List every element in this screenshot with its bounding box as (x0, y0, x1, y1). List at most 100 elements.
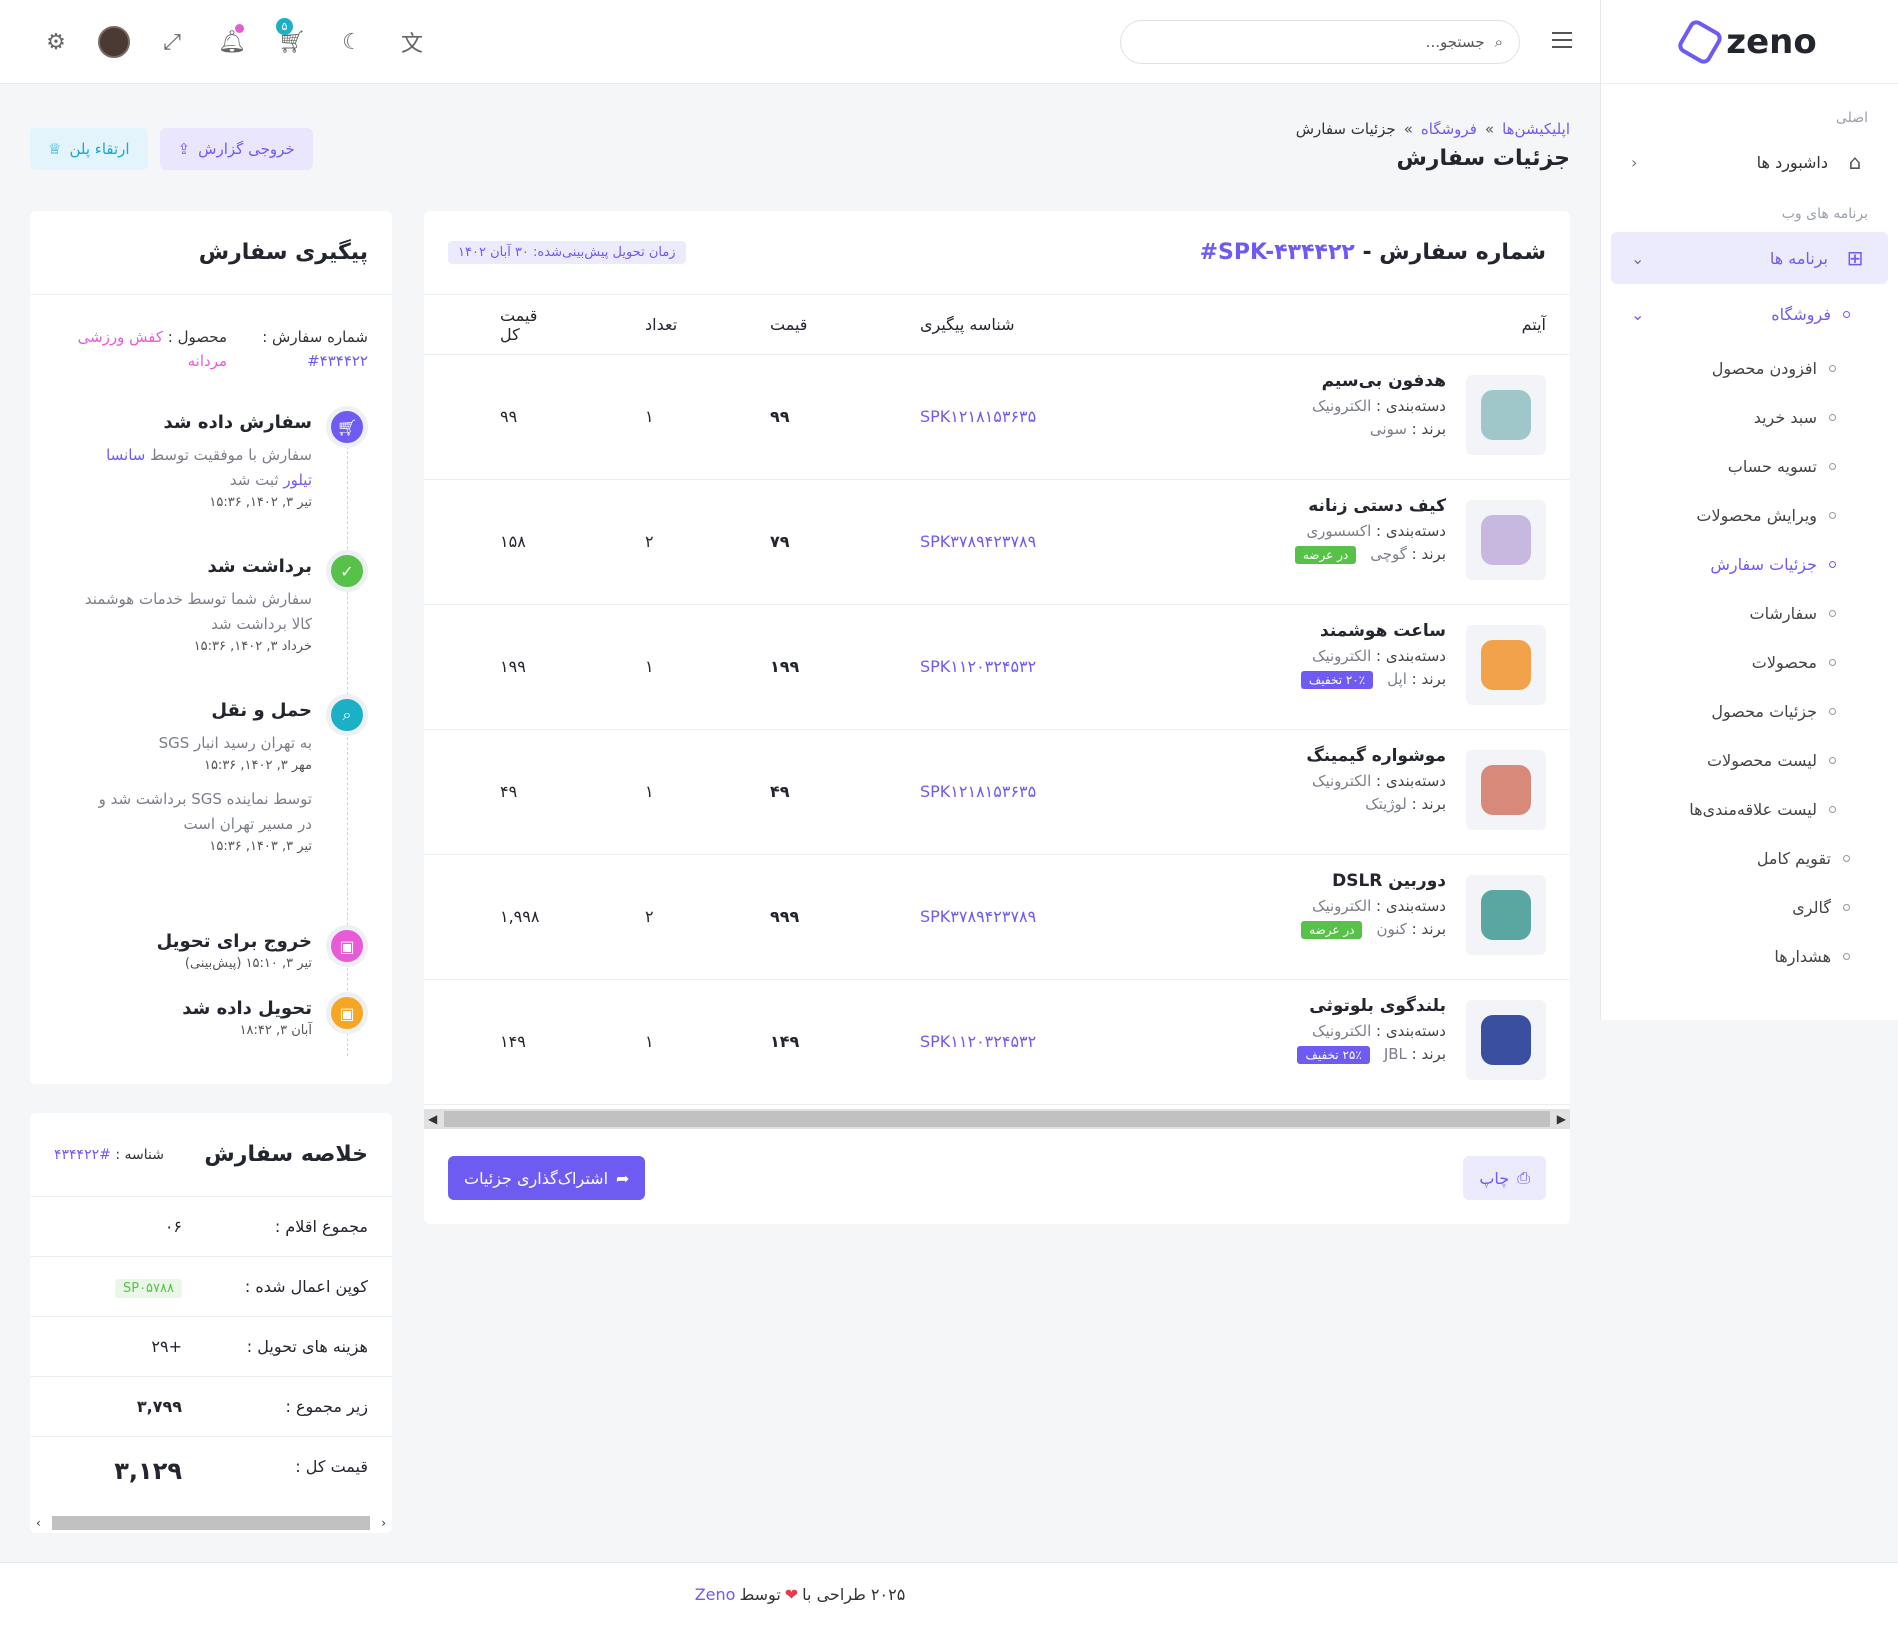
tracking-id[interactable]: SPK۳۷۸۹۴۲۳۷۸۹ (920, 907, 1037, 926)
tracking-id[interactable]: SPK۱۱۲۰۳۲۴۵۳۲ (920, 1032, 1037, 1051)
product-name[interactable]: کیف دستی زنانه (1308, 496, 1446, 516)
search-placeholder: جستجو... (1425, 33, 1485, 51)
sidebar-subitem-edit-products[interactable]: ویرایش محصولات (1601, 491, 1898, 540)
sidebar-item-store[interactable]: فروشگاه ⌄ (1601, 284, 1898, 344)
sidebar-subitem-add-product[interactable]: افزودن محصول (1601, 344, 1898, 393)
breadcrumb-apps[interactable]: اپلیکیشن‌ها (1502, 120, 1570, 138)
check-icon: ✓ (326, 550, 368, 592)
translate-icon[interactable]: 文 (400, 32, 423, 57)
search-input[interactable]: ⌕ جستجو... (1120, 20, 1520, 64)
brand-value: لوژیتک (1365, 795, 1407, 813)
print-button[interactable]: ⎙ چاپ (1463, 1156, 1546, 1200)
event-date: آبان ۳, ۱۸:۴۲ (239, 1023, 312, 1038)
product-name[interactable]: ساعت هوشمند (1320, 621, 1446, 641)
unit-price: ۷۹ (770, 532, 790, 551)
event-date: تیر ۳, ۱۴۰۳, ۱۵:۳۶ (209, 839, 312, 854)
sidebar-subitem-checkout[interactable]: تسویه حساب (1601, 442, 1898, 491)
quantity: ۱ (645, 782, 654, 801)
unit-price: ۹۹ (770, 407, 790, 426)
line-total: ۱,۹۹۸ (500, 907, 540, 926)
summary-row-subtotal: زیر مجموع : ۳,۷۹۹ (30, 1377, 392, 1437)
sidebar-item-alerts[interactable]: هشدارها (1601, 932, 1898, 981)
sidebar-item-gallery[interactable]: گالری (1601, 883, 1898, 932)
line-total: ۴۹ (500, 782, 518, 801)
upload-cloud-icon: ⇪ (177, 140, 191, 158)
line-total: ۱۹۹ (500, 657, 526, 676)
sidebar-section-main: اصلی (1835, 110, 1868, 126)
settings-gear-icon[interactable]: ⚙ (46, 29, 66, 55)
scrollbar-thumb[interactable] (444, 1111, 1550, 1127)
footer: ۲۰۲۵ طراحی با ❤ توسط Zeno (0, 1562, 1898, 1626)
share-details-button[interactable]: ➦ اشتراک‌گذاری جزئیات (448, 1156, 646, 1200)
footer-text: ۲۰۲۵ طراحی با (802, 1585, 906, 1604)
event-title: برداشت شد (207, 556, 312, 577)
tracking-id[interactable]: SPK۳۷۸۹۴۲۳۷۸۹ (920, 532, 1037, 551)
sidebar-subitem-order-details[interactable]: جزئیات سفارش (1601, 540, 1898, 589)
sidebar-subitem-orders[interactable]: سفارشات (1601, 589, 1898, 638)
scrollbar-thumb[interactable] (52, 1516, 370, 1530)
sidebar-item-calendar[interactable]: تقویم کامل (1601, 834, 1898, 883)
category-label: دسته‌بندی : (1376, 772, 1446, 790)
brand-value: سونی (1369, 420, 1407, 438)
table-horizontal-scrollbar[interactable]: ◀ ▶ (424, 1109, 1570, 1129)
sidebar-subitem-products[interactable]: محصولات (1601, 638, 1898, 687)
summary-id-value: #۴۳۴۴۲۲ (54, 1146, 111, 1163)
sidebar-item-label: سفارشات (1749, 604, 1817, 623)
product-category: دسته‌بندی : الکترونیک (1146, 1022, 1446, 1040)
fullscreen-icon[interactable]: ⤢ (163, 29, 181, 55)
sidebar-subitem-cart[interactable]: سبد خرید (1601, 393, 1898, 442)
upgrade-plan-button[interactable]: ♕ ارتقاء پلن (30, 128, 148, 170)
logo[interactable]: zeno (1601, 0, 1898, 84)
scroll-left-arrow-icon[interactable]: ◀ (428, 1112, 438, 1126)
product-info: هدفون بی‌سیم دسته‌بندی : الکترونیک برند … (1146, 371, 1446, 443)
summary-row-coupon: کوپن اعمال شده : SP۰۵۷۸۸ (30, 1257, 392, 1317)
category-value: الکترونیک (1312, 1022, 1372, 1040)
tracking-product: محصول : کفش ورزشی مردانه (72, 325, 227, 373)
event-text: به تهران رسید انبار SGS (158, 734, 312, 752)
sidebar-subitem-product-details[interactable]: جزئیات محصول (1601, 687, 1898, 736)
breadcrumb-store[interactable]: فروشگاه (1420, 120, 1477, 138)
footer-brand-link[interactable]: Zeno (694, 1585, 736, 1604)
summary-horizontal-scrollbar[interactable]: ‹ › (30, 1513, 392, 1533)
bullet-icon (1829, 561, 1836, 568)
menu-toggle-icon[interactable] (1552, 32, 1572, 53)
product-name[interactable]: موشواره گیمینگ (1306, 746, 1446, 766)
scroll-right-arrow-icon[interactable]: › (381, 1516, 386, 1530)
tracking-id[interactable]: SPK۱۱۲۰۳۲۴۵۳۲ (920, 657, 1037, 676)
quantity: ۱ (645, 657, 654, 676)
summary-total-label: قیمت کل : (295, 1457, 368, 1476)
bullet-icon (1829, 659, 1836, 666)
event-title: تحویل داده شد (182, 998, 312, 1019)
sidebar-item-apps[interactable]: ⊞ برنامه ها ⌄ (1611, 232, 1888, 284)
avatar[interactable] (98, 26, 130, 58)
category-value: الکترونیک (1312, 397, 1372, 415)
sidebar-item-dashboards[interactable]: ⌂ داشبورد ها ‹ (1601, 136, 1898, 188)
cart-icon[interactable]: 🛒︎ ۵ (274, 18, 310, 60)
scroll-right-arrow-icon[interactable]: ▶ (1556, 1112, 1566, 1126)
product-name[interactable]: بلندگوی بلوتوثی (1309, 996, 1446, 1016)
bullet-icon (1829, 512, 1836, 519)
unit-price: ۱۴۹ (770, 1032, 800, 1051)
order-tracking-card: پیگیری سفارش شماره سفارش : #۴۳۴۴۲۲ محصول… (30, 211, 392, 1084)
truck-search-icon: ⌕ (326, 694, 368, 736)
product-brand: برند : JBL ۲۵٪ تخفیف (1146, 1045, 1446, 1064)
sidebar-subitem-product-list[interactable]: لیست محصولات (1601, 736, 1898, 785)
scroll-left-arrow-icon[interactable]: ‹ (36, 1516, 41, 1530)
line-total: ۱۴۹ (500, 1032, 526, 1051)
sidebar-subitem-wishlist[interactable]: لیست علاقه‌مندی‌ها (1601, 785, 1898, 834)
product-name[interactable]: دوربین DSLR (1332, 871, 1446, 891)
brand-value: گوچی (1370, 545, 1407, 563)
tracking-id[interactable]: SPK۱۲۱۸۱۵۳۶۳۵ (920, 407, 1037, 426)
tracking-id[interactable]: SPK۱۲۱۸۱۵۳۶۳۵ (920, 782, 1037, 801)
brand-label: برند : (1411, 670, 1446, 688)
export-report-button[interactable]: ⇪ خروجی گزارش (159, 128, 313, 170)
share-arrow-icon: ➦ (616, 1168, 630, 1188)
dark-mode-moon-icon[interactable]: ☾ (342, 29, 362, 55)
product-name[interactable]: هدفون بی‌سیم (1321, 371, 1446, 391)
event-title: سفارش داده شد (163, 412, 312, 433)
product-status-badge: در عرضه (1294, 545, 1357, 564)
notification-bell-icon[interactable]: 🔔︎ (214, 24, 250, 60)
tracking-order-number: شماره سفارش : #۴۳۴۴۲۲ (248, 325, 368, 373)
header-actions: ♕ ارتقاء پلن ⇪ خروجی گزارش (30, 128, 313, 170)
summary-id: شناسه : #۴۳۴۴۲۲ (54, 1147, 164, 1163)
